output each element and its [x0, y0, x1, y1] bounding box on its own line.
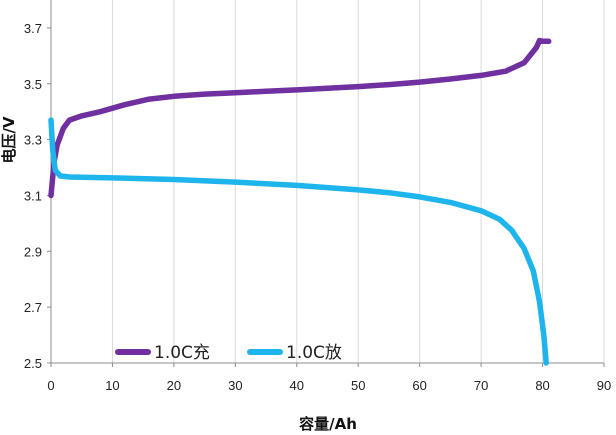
x-axis-label: 容量/Ah	[298, 415, 357, 433]
legend-item-discharge: 1.0C放	[247, 343, 342, 363]
x-tick-label: 70	[474, 378, 488, 393]
series-line-charge	[48, 37, 552, 199]
series-lines	[48, 37, 552, 366]
y-axis-label: 电压/V	[0, 116, 18, 163]
x-tick-label: 40	[290, 378, 304, 393]
x-tick-label: 20	[167, 378, 181, 393]
y-tick-labels: 2.5 2.7 2.9 3.1 3.3 3.5 3.7	[24, 21, 42, 371]
grid	[111, 0, 605, 363]
y-tick-label: 3.5	[24, 77, 42, 92]
axes	[47, 0, 605, 367]
x-tick-label: 10	[105, 378, 119, 393]
x-tick-labels: 0 10 20 30 40 50 60 70 80 90	[47, 378, 611, 393]
legend-label-charge: 1.0C充	[154, 343, 210, 363]
x-tick-label: 90	[597, 378, 611, 393]
x-tick-label: 30	[228, 378, 242, 393]
legend-item-charge: 1.0C充	[115, 343, 210, 363]
series-line-discharge	[48, 117, 549, 366]
x-tick-label: 50	[351, 378, 365, 393]
x-tick-label: 60	[412, 378, 426, 393]
y-tick-label: 2.7	[24, 300, 42, 315]
y-tick-label: 2.9	[24, 244, 42, 259]
legend-label-discharge: 1.0C放	[286, 343, 342, 363]
y-tick-label: 3.7	[24, 21, 42, 36]
x-tick-label: 80	[535, 378, 549, 393]
legend: 1.0C充 1.0C放	[115, 343, 342, 363]
y-tick-label: 3.1	[24, 188, 42, 203]
x-tick-label: 0	[47, 378, 54, 393]
y-tick-label: 3.3	[24, 133, 42, 148]
y-tick-label: 2.5	[24, 356, 42, 371]
